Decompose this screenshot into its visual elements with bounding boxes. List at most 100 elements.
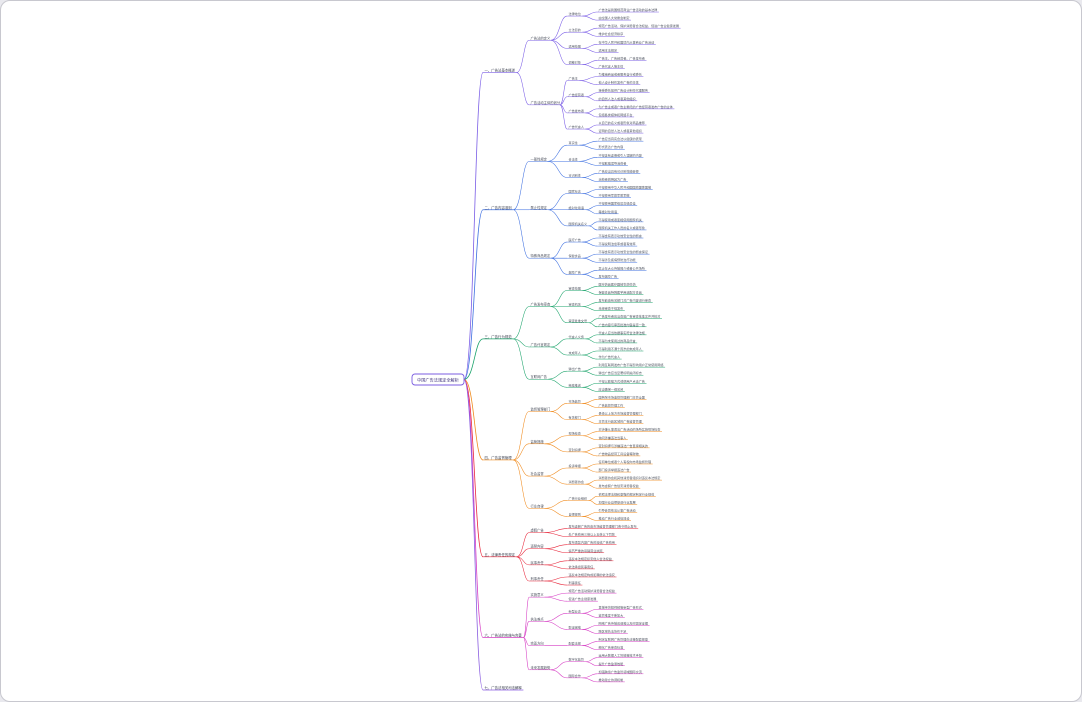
topic-node[interactable]: 消费者协会 [569,479,584,484]
detail-node[interactable]: 不得含有表示功效安全性的断言保证 [599,249,649,254]
detail-node[interactable]: 禁止在大众传播媒介或者公共场所 [599,265,645,270]
detail-node[interactable]: 广告代言人等主体 [599,64,624,69]
topic-node[interactable]: 投诉举报 [569,463,581,468]
detail-node[interactable]: 发布虚假广告侵害消费者权益 [599,483,639,488]
branch-node[interactable]: 二、广告内容准则 [485,205,513,210]
detail-node[interactable]: 弹出广告应当显著标明关闭标志 [599,370,642,375]
detail-node[interactable]: 不得说明治愈率或者有效率 [599,241,636,246]
topic-node[interactable]: 发布违禁内容广告的没收广告费用 [569,540,615,545]
topic-node[interactable]: 发布虚假广告的由市场监督管理部门责令停止发布 [569,524,637,529]
sub-topic-node[interactable]: 刑事责任 [531,576,545,581]
detail-node[interactable]: 推动建立协调机制 [599,677,624,682]
sub-topic-node[interactable]: 违禁内容 [531,544,545,549]
topic-node[interactable]: 广告代言人 [569,124,584,129]
topic-node[interactable]: 违反本法规定损害他人合法权益 [569,556,612,561]
detail-node[interactable]: 运用大数据人工智能等技术手段 [599,653,642,658]
detail-node[interactable]: 加强跨境广告监管领域国际交流 [599,669,642,674]
branch-node[interactable]: 三、广告行为规范 [485,334,513,339]
detail-node[interactable]: 制定互联网广告管理办法等配套规章 [599,637,649,642]
detail-node[interactable]: 任何单位或者个人有权向市场监督管理 [599,459,652,464]
detail-node[interactable]: 为广告主或者广告主委托的广告经营者发布广告的主体 [599,104,673,109]
topic-node[interactable]: 调整对象 [569,59,581,64]
topic-node[interactable]: 立法目的 [569,27,581,32]
detail-node[interactable]: 对涉嫌从事违法广告活动的场所实施现场检查 [599,427,661,432]
topic-node[interactable]: 国家标志 [569,189,581,194]
topic-node[interactable]: 依法承担民事责任 [569,564,594,569]
topic-node[interactable]: 广告发布者 [569,108,584,113]
topic-node[interactable]: 审查批准文号 [569,318,588,323]
detail-node[interactable]: 规范广告活动，保护消费者合法权益，促进广告业健康发展 [599,23,679,28]
detail-node[interactable]: 不得含有表示功效安全性的断言 [599,233,642,238]
detail-node[interactable]: 作为广告代言人 [599,354,621,359]
detail-node[interactable]: 发布前由有关部门对广告内容进行审查 [599,298,652,303]
detail-node[interactable]: 代言人应当依据事实符合法律法规 [599,330,645,335]
detail-node[interactable]: 国家机关工作人员的名义或者形象 [599,225,645,230]
detail-node[interactable]: 加强行业自律促进行业发展 [599,499,636,504]
branch-node[interactable]: 五、法律责任的规定 [485,552,516,557]
topic-node[interactable]: 处广告费用三倍以上五倍以下罚款 [569,532,615,537]
sub-topic-node[interactable]: 实施意义 [531,592,545,597]
topic-node[interactable]: 数字化监管 [569,657,584,662]
sub-topic-node[interactable]: 监督管理部门 [531,407,551,412]
detail-node[interactable]: 推动广告行业诚信建设 [599,515,630,520]
detail-node[interactable]: 证明的自然人法人或者其他组织 [599,128,642,133]
detail-node[interactable]: 广告法是我国规范商业广告活动的基本法律 [599,7,658,12]
topic-node[interactable]: 配套法规 [569,641,581,646]
topic-node[interactable]: 审查机关 [569,302,581,307]
detail-node[interactable]: 监管难度不断加大 [599,612,624,617]
topic-node[interactable]: 违反本法规定构成犯罪的依法追究 [569,572,615,577]
topic-node[interactable]: 医疗广告 [569,237,581,242]
detail-node[interactable]: 不得使用或者变相使用国家机关 [599,217,642,222]
sub-topic-node[interactable]: 禁止性规定 [531,205,548,210]
detail-node[interactable]: 提升广告监测效能 [599,661,624,666]
detail-node[interactable]: 广告应当具有可识别性能够使 [599,168,639,173]
detail-node[interactable]: 为推销商品或者服务自行或委托 [599,72,642,77]
detail-node[interactable]: 维护社会经济秩序 [599,31,624,36]
topic-node[interactable]: 未成年人 [569,350,581,355]
topic-node[interactable]: 现场检查 [569,431,581,436]
topic-node[interactable]: 合法性 [569,156,578,161]
detail-node[interactable]: 包括各类媒体和网络平台 [599,112,633,117]
topic-node[interactable]: 弹出广告 [569,366,581,371]
sub-topic-node[interactable]: 互联网广告 [531,374,548,379]
detail-node[interactable]: 引导会员依法从事广告活动 [599,507,636,512]
detail-node[interactable]: 不得涉及疾病预防治疗功能 [599,257,636,262]
detail-node[interactable]: 不得以欺骗方式诱使用户点击广告 [599,378,645,383]
detail-node[interactable]: 保健食品特殊医学用途配方食品 [599,290,642,295]
branch-node[interactable]: 一、广告法基本概述 [485,68,516,73]
detail-node[interactable]: 广告主、广告经营者、广告发布者 [599,55,645,60]
detail-node[interactable]: 消费者辨明其为广告 [599,177,627,182]
detail-node[interactable]: 的自然人法人或者其他组织 [599,96,636,101]
detail-node[interactable]: 询问涉嫌违法当事人 [599,435,627,440]
detail-node[interactable]: 主管本行政区域的广告监督管理 [599,419,642,424]
sub-topic-node[interactable]: 完善方向 [531,641,544,646]
topic-node[interactable]: 自律规则 [569,511,581,516]
topic-node[interactable]: 可识别性 [569,172,581,177]
detail-node[interactable]: 县级以上地方市场监督管理部门 [599,411,642,416]
detail-node[interactable]: 利用互联网发布广告不得影响用户正常使用网络 [599,362,664,367]
detail-node[interactable]: 跨区域执法协作不足 [599,628,627,633]
detail-node[interactable]: 广告监督管理工作 [599,402,624,407]
detail-node[interactable]: 不得使用中华人民共和国国旗国歌国徽 [599,185,652,190]
sub-topic-node[interactable]: 社会监督 [531,471,545,476]
topic-node[interactable]: 法律地位 [569,11,581,16]
detail-node[interactable]: 不得欺骗误导消费者 [599,160,627,165]
topic-node[interactable]: 烟草广告 [569,269,581,274]
topic-node[interactable]: 市场监管 [569,398,581,403]
sub-topic-node[interactable]: 执法难点 [531,616,545,621]
detail-node[interactable]: 适用本法规定 [599,47,618,52]
root-node[interactable]: 中国广告法规定全解析 [411,373,465,386]
detail-node[interactable]: 依照法律法规和章程的规定制定行业规范 [599,491,655,496]
detail-node[interactable]: 不得使用军旗军歌军徽 [599,193,631,198]
sub-topic-node[interactable]: 虚假广告 [531,528,545,533]
detail-node[interactable]: 在中华人民共和国境内从事商业广告活动 [599,39,655,44]
detail-node[interactable]: 不得为未使用过的商品代言 [599,338,636,343]
sub-topic-node[interactable]: 特殊商品规定 [531,253,551,258]
detail-node[interactable]: 广告物品经营工具设备等财物 [599,451,639,456]
detail-node[interactable]: 查封扣押与涉嫌违法广告直接相关的 [599,443,649,448]
topic-node[interactable]: 刑事责任 [569,580,581,585]
topic-node[interactable]: 国家机关名义 [569,221,588,226]
sub-topic-node[interactable]: 民事责任 [531,560,545,565]
topic-node[interactable]: 查封扣押 [569,447,581,452]
sub-topic-node[interactable]: 未来发展趋势 [531,665,551,670]
